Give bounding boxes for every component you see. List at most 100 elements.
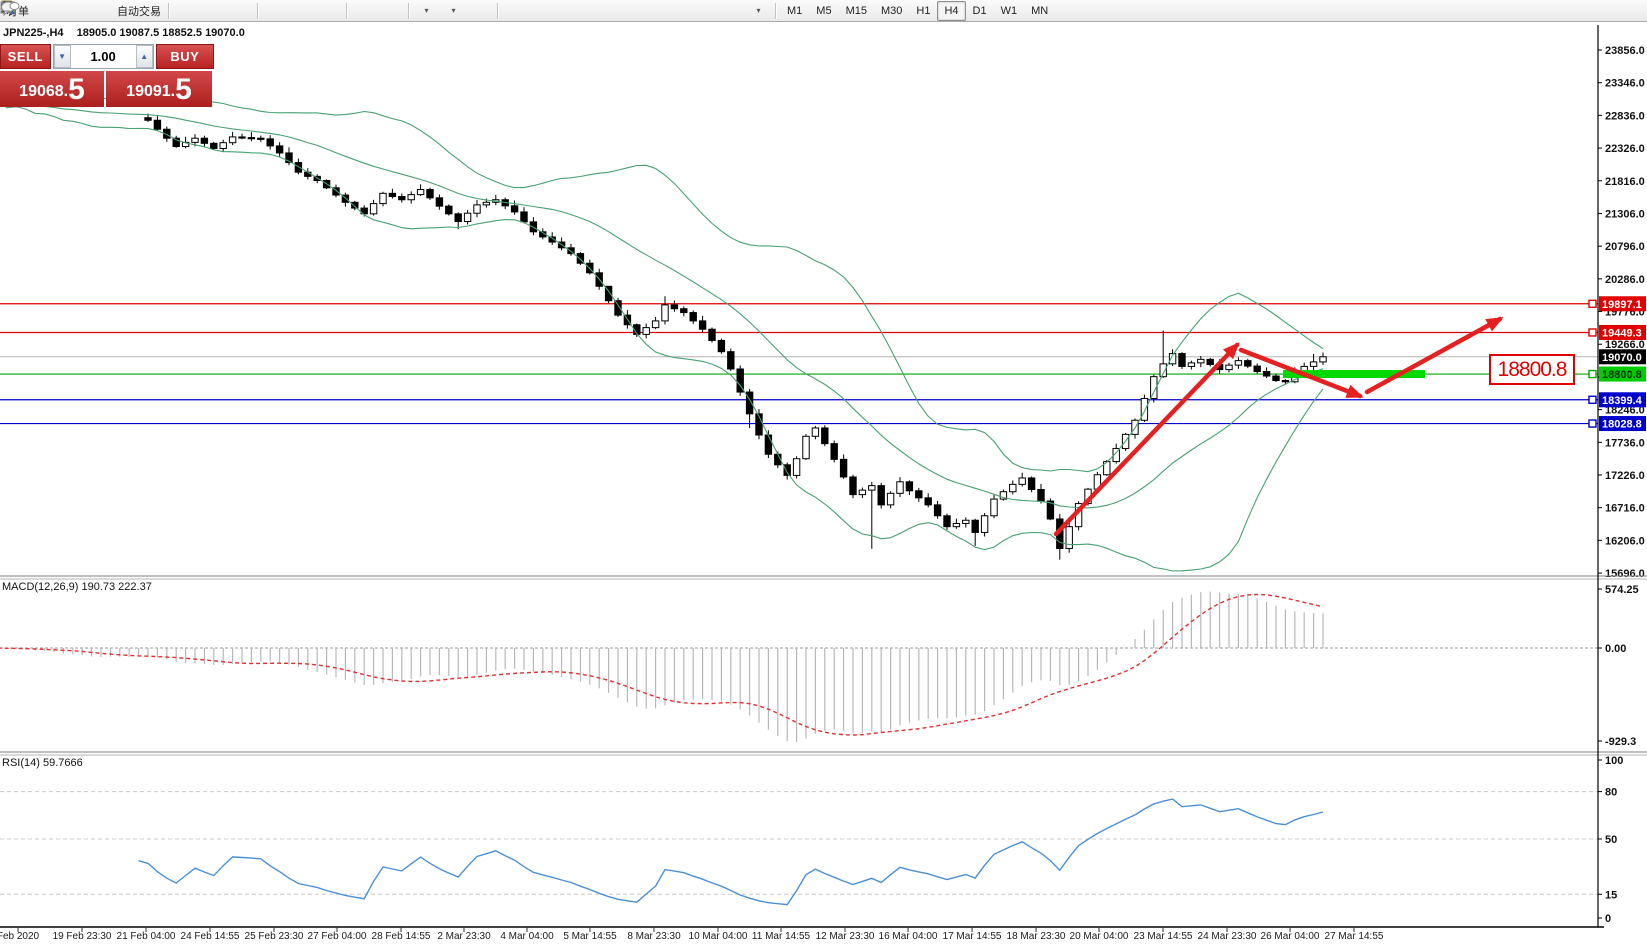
toolbar-separator xyxy=(346,2,347,19)
trend-arrow[interactable] xyxy=(1053,342,1240,537)
macd-histogram xyxy=(6,591,1324,742)
rsi-pane[interactable] xyxy=(0,791,1598,906)
zoom-in-button[interactable] xyxy=(1,0,288,21)
timeframe-group: M1 M5 M15 M30 H1 H4 D1 W1 MN xyxy=(780,0,1055,21)
time-axis-label: 4 Mar 04:00 xyxy=(500,931,554,942)
new-chart-button[interactable]: ▾ xyxy=(0,0,439,21)
text-tool-button[interactable]: A xyxy=(2,0,717,21)
trendline-tool-button[interactable] xyxy=(1,0,636,21)
rsi-axis-label: 50 xyxy=(1605,834,1617,846)
rsi-axis-label: 100 xyxy=(1605,755,1623,767)
timeframe-button-M15[interactable]: M15 xyxy=(845,4,867,17)
horizontal-line-tool-button[interactable] xyxy=(1,0,609,21)
level-line-anchor[interactable] xyxy=(1588,419,1597,428)
templates-button[interactable] xyxy=(0,0,493,21)
toolbar-separator xyxy=(775,2,776,19)
autotrading-button[interactable]: 自动交易 xyxy=(1,0,164,21)
sell-price-display[interactable]: 19068. 5 xyxy=(0,71,104,107)
tile-windows-button[interactable] xyxy=(1,0,342,21)
crosshair-tool-button[interactable] xyxy=(1,0,555,21)
time-axis-label: 24 Mar 23:30 xyxy=(1197,931,1257,942)
one-click-trading-panel: SELL ▼ 1.00 ▲ BUY 19068. 5 19091. 5 xyxy=(0,44,214,107)
time-axis-label: 26 Mar 04:00 xyxy=(1260,931,1320,942)
price-axis-badge: 18028.8 xyxy=(1602,419,1642,431)
level-line-anchor[interactable] xyxy=(1588,328,1597,337)
macd-axis-label: -929.3 xyxy=(1605,736,1636,748)
macd-axis-label: 574.25 xyxy=(1605,584,1639,596)
timeframe-button-H1[interactable]: H1 xyxy=(916,4,931,17)
periods-button[interactable]: ▾ xyxy=(1,0,466,21)
timeframe-button-D1[interactable]: D1 xyxy=(972,4,987,17)
macd-axis-label: 0.00 xyxy=(1605,643,1626,655)
navigator-button[interactable] xyxy=(1,0,113,21)
price-axis-badge: 19897.1 xyxy=(1602,299,1642,311)
price-axis-tick-label: 16716.0 xyxy=(1605,503,1645,515)
arrows-tool-button[interactable]: ▾ xyxy=(3,0,771,21)
timeframe-button-MN[interactable]: MN xyxy=(1031,4,1049,17)
trend-arrow[interactable] xyxy=(1364,316,1504,395)
timeframe-button-H4[interactable]: H4 xyxy=(937,0,966,21)
price-axis-tick-label: 20796.0 xyxy=(1605,241,1645,253)
price-axis-tick-label: 23856.0 xyxy=(1605,45,1645,57)
channel-tool-button[interactable]: E xyxy=(0,0,663,21)
bar-chart-button[interactable] xyxy=(2,0,199,21)
price-axis-tick-label: 17736.0 xyxy=(1605,437,1645,449)
buy-price-sep: . xyxy=(170,83,176,100)
level-line-anchor[interactable] xyxy=(1588,299,1597,308)
timeframe-button-M5[interactable]: M5 xyxy=(816,4,832,17)
rsi-axis-label: 0 xyxy=(1605,913,1611,925)
toolbar-separator xyxy=(408,2,409,19)
time-axis-label: 21 Feb 04:00 xyxy=(116,931,176,942)
time-axis-label: 8 Mar 23:30 xyxy=(627,931,681,942)
buy-price-pip: 5 xyxy=(175,73,192,106)
price-axis-tick-label: 21306.0 xyxy=(1605,208,1645,220)
auto-scroll-button[interactable] xyxy=(0,0,377,21)
cursor-tool-button[interactable] xyxy=(4,0,528,21)
support-zone-highlight[interactable] xyxy=(1283,370,1425,379)
macd-indicator-label: MACD(12,26,9) 190.73 222.37 xyxy=(2,581,152,593)
market-watch-button[interactable] xyxy=(0,0,59,21)
price-axis-tick-label: 22836.0 xyxy=(1605,110,1645,122)
zoom-out-button[interactable] xyxy=(1,0,315,21)
price-axis-tick-label: 16206.0 xyxy=(1605,535,1645,547)
time-axis-label: 12 Mar 23:30 xyxy=(815,931,875,942)
price-axis-tick-label: 19266.0 xyxy=(1605,339,1645,351)
time-axis-label: 2 Mar 23:30 xyxy=(437,931,491,942)
main-chart-pane[interactable] xyxy=(0,95,1598,572)
vertical-line-tool-button[interactable] xyxy=(4,0,582,21)
line-chart-button[interactable] xyxy=(0,0,253,21)
timeframe-button-M30[interactable]: M30 xyxy=(880,4,903,17)
level-line-anchor[interactable] xyxy=(1588,395,1597,404)
chart-shift-button[interactable] xyxy=(1,0,404,21)
timeframe-button-W1[interactable]: W1 xyxy=(1000,4,1018,17)
sell-price-pip: 5 xyxy=(68,73,85,106)
price-callout-label[interactable]: 18800.8 xyxy=(1489,354,1575,385)
time-axis-label: 27 Feb 04:00 xyxy=(307,931,367,942)
price-axis-tick-label: 17226.0 xyxy=(1605,470,1645,482)
sell-button[interactable]: SELL xyxy=(0,44,51,69)
chat-icon[interactable] xyxy=(0,0,20,16)
macd-pane[interactable] xyxy=(0,591,1598,742)
level-line-anchor[interactable] xyxy=(1588,369,1597,379)
data-window-button[interactable] xyxy=(1,0,86,21)
volume-decrease-button[interactable]: ▼ xyxy=(53,45,71,68)
candlestick-chart-button[interactable] xyxy=(1,0,226,21)
buy-price-main: 19091 xyxy=(126,83,171,100)
timeframe-button-M1[interactable]: M1 xyxy=(787,4,803,17)
fibonacci-tool-button[interactable]: F xyxy=(1,0,690,21)
price-axis-badge: 18800.8 xyxy=(1602,369,1642,381)
trend-arrow[interactable] xyxy=(1238,347,1364,399)
text-label-tool-button[interactable]: T xyxy=(0,0,744,21)
buy-button[interactable]: BUY xyxy=(155,44,214,69)
dropdown-arrow-icon: ▾ xyxy=(756,6,761,15)
autotrading-label: 自动交易 xyxy=(117,5,161,18)
volume-input[interactable]: 1.00 xyxy=(90,49,116,64)
price-axis-tick-label: 18246.0 xyxy=(1605,405,1645,417)
dropdown-arrow-icon: ▾ xyxy=(424,6,429,15)
chart-ohlc-values: 18905.0 19087.5 18852.5 19070.0 xyxy=(76,27,245,39)
volume-increase-button[interactable]: ▲ xyxy=(135,45,153,68)
time-axis-label: 10 Mar 04:00 xyxy=(688,931,748,942)
buy-price-display[interactable]: 19091. 5 xyxy=(106,71,212,107)
time-axis-label: 27 Mar 14:55 xyxy=(1324,931,1384,942)
